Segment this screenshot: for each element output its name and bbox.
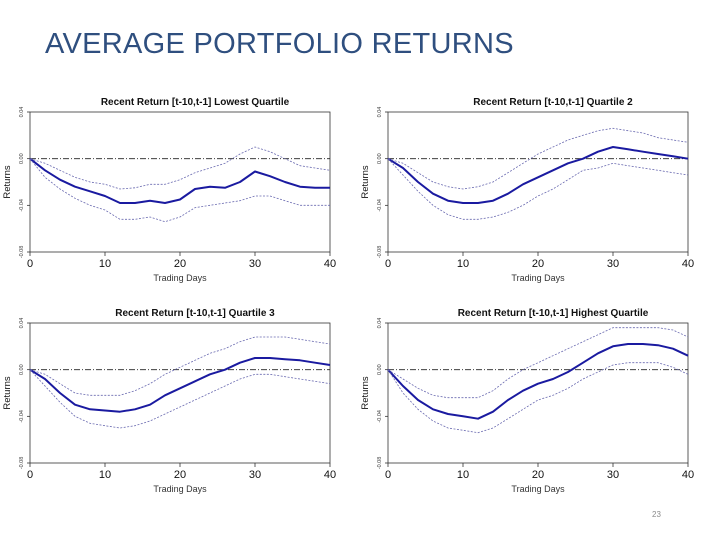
mean-return-line xyxy=(387,146,689,204)
y-axis-label: Returns xyxy=(2,376,13,410)
x-tick-label: 0 xyxy=(385,469,391,481)
x-tick-label: 20 xyxy=(532,258,544,270)
x-tick-label: 30 xyxy=(607,469,619,481)
y-tick-label: 0.04 xyxy=(377,318,383,329)
y-tick-label: -0.04 xyxy=(377,410,383,423)
chart-panel-1: Recent Return [t-10,t-1] Lowest Quartile… xyxy=(2,97,336,283)
chart-title: Recent Return [t-10,t-1] Lowest Quartile xyxy=(101,97,290,108)
x-axis-label: Trading Days xyxy=(511,273,565,283)
confidence-band-upper xyxy=(29,146,331,190)
confidence-band-upper xyxy=(387,327,689,399)
y-tick-label: -0.04 xyxy=(19,199,25,212)
x-tick-label: 20 xyxy=(174,469,186,481)
y-axis-label: Returns xyxy=(2,165,13,199)
plot-frame xyxy=(387,111,689,253)
page-number: 23 xyxy=(652,510,661,519)
y-tick-label: 0.00 xyxy=(19,364,25,375)
y-tick-label: -0.04 xyxy=(377,199,383,212)
y-tick-label: -0.04 xyxy=(19,410,25,423)
x-tick-label: 10 xyxy=(99,469,111,481)
y-tick-label: 0.04 xyxy=(19,318,25,329)
x-tick-label: 30 xyxy=(249,469,261,481)
x-tick-label: 10 xyxy=(457,258,469,270)
x-tick-label: 30 xyxy=(607,258,619,270)
x-tick-label: 0 xyxy=(27,469,33,481)
chart-title: Recent Return [t-10,t-1] Quartile 3 xyxy=(115,308,275,319)
x-tick-label: 10 xyxy=(457,469,469,481)
x-tick-label: 0 xyxy=(27,258,33,270)
x-tick-label: 0 xyxy=(385,258,391,270)
confidence-band-upper xyxy=(387,127,689,190)
chart-panel-4: Recent Return [t-10,t-1] Highest Quartil… xyxy=(360,308,694,494)
x-tick-label: 40 xyxy=(324,258,336,270)
chart-panel-2: Recent Return [t-10,t-1] Quartile 2 Retur… xyxy=(360,97,694,283)
y-tick-label: -0.08 xyxy=(19,457,25,470)
y-tick-label: 0.04 xyxy=(377,107,383,118)
slide-title: AVERAGE PORTFOLIO RETURNS xyxy=(45,28,514,60)
x-tick-label: 40 xyxy=(682,258,694,270)
mean-return-line xyxy=(387,343,689,420)
confidence-band-lower xyxy=(29,158,330,223)
x-tick-label: 10 xyxy=(99,258,111,270)
y-axis-label: Returns xyxy=(360,376,371,410)
y-tick-label: 0.00 xyxy=(377,153,383,164)
mean-return-line xyxy=(29,157,330,204)
y-tick-label: -0.08 xyxy=(377,246,383,259)
mean-return-line xyxy=(29,357,331,413)
x-tick-label: 20 xyxy=(174,258,186,270)
chart-title: Recent Return [t-10,t-1] Highest Quartil… xyxy=(458,308,649,319)
x-axis-label: Trading Days xyxy=(511,484,565,494)
x-tick-label: 40 xyxy=(324,469,336,481)
y-tick-label: -0.08 xyxy=(19,246,25,259)
chart-title: Recent Return [t-10,t-1] Quartile 2 xyxy=(473,97,633,108)
y-axis-label: Returns xyxy=(360,165,371,199)
confidence-band-upper xyxy=(29,336,331,396)
chart-panel-3: Recent Return [t-10,t-1] Quartile 3 Retur… xyxy=(2,308,336,494)
confidence-band-lower xyxy=(387,362,689,434)
x-tick-label: 40 xyxy=(682,469,694,481)
y-tick-label: 0.00 xyxy=(19,153,25,164)
y-tick-label: 0.04 xyxy=(19,107,25,118)
x-axis-label: Trading Days xyxy=(153,273,207,283)
confidence-band-lower xyxy=(29,369,331,429)
y-tick-label: -0.08 xyxy=(377,457,383,470)
x-axis-label: Trading Days xyxy=(153,484,207,494)
x-tick-label: 30 xyxy=(249,258,261,270)
x-tick-label: 20 xyxy=(532,469,544,481)
y-tick-label: 0.00 xyxy=(377,364,383,375)
plot-frame xyxy=(29,322,331,464)
confidence-band-lower xyxy=(387,158,689,220)
